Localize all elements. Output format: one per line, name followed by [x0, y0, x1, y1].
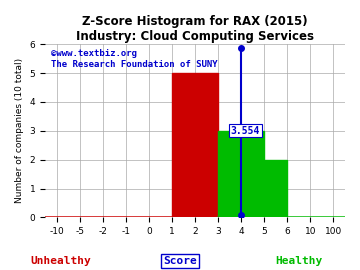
Y-axis label: Number of companies (10 total): Number of companies (10 total): [15, 58, 24, 203]
Bar: [264, 160, 287, 217]
Text: Unhealthy: Unhealthy: [31, 256, 91, 266]
Bar: [218, 131, 264, 217]
Text: Healthy: Healthy: [275, 256, 323, 266]
Title: Z-Score Histogram for RAX (2015)
Industry: Cloud Computing Services: Z-Score Histogram for RAX (2015) Industr…: [76, 15, 314, 43]
Text: 3.554: 3.554: [231, 126, 260, 136]
Text: ©www.textbiz.org
The Research Foundation of SUNY: ©www.textbiz.org The Research Foundation…: [51, 49, 218, 69]
Text: Score: Score: [163, 256, 197, 266]
Bar: [172, 73, 218, 217]
